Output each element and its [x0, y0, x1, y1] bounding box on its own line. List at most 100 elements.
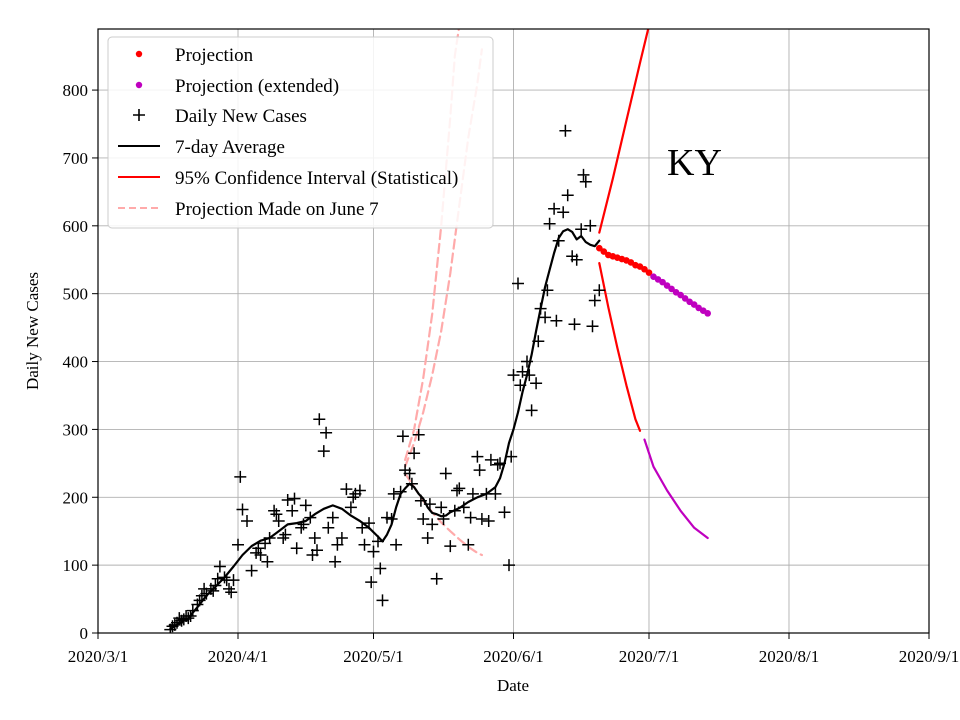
daily-case-point: [405, 477, 418, 490]
daily-case-point: [512, 277, 524, 290]
daily-case-point: [516, 365, 529, 378]
daily-case-point: [385, 513, 398, 525]
daily-case-point: [353, 484, 366, 497]
daily-case-point: [331, 538, 344, 551]
x-tick-label: 2020/5/1: [343, 647, 403, 666]
ci-lower-extended-line: [643, 438, 709, 540]
projection-extended-point: [704, 310, 712, 317]
x-tick-label: 2020/6/1: [483, 647, 543, 666]
daily-case-point: [211, 572, 224, 585]
daily-case-point: [507, 369, 520, 382]
daily-case-point: [588, 294, 601, 307]
daily-case-point: [396, 430, 409, 443]
daily-case-point: [503, 559, 515, 572]
daily-case-point: [376, 594, 389, 607]
daily-case-point: [552, 234, 565, 247]
y-tick-label: 500: [63, 285, 89, 304]
daily-case-point: [290, 542, 303, 555]
y-tick-label: 0: [80, 624, 89, 643]
daily-case-point: [577, 168, 590, 181]
ci-upper-line: [598, 29, 650, 234]
daily-case-point: [232, 538, 244, 551]
daily-case-point: [218, 571, 231, 584]
daily-case-point: [335, 532, 348, 544]
projection-extended-point: [690, 301, 698, 308]
daily-case-point: [484, 453, 497, 466]
daily-case-point: [340, 483, 353, 496]
daily-case-point: [559, 124, 572, 137]
daily-case-point: [530, 377, 543, 390]
legend-label-ci: 95% Confidence Interval (Statistical): [175, 168, 458, 189]
daily-case-point: [311, 544, 323, 557]
daily-case-point: [252, 542, 265, 555]
x-tick-label: 2020/3/1: [68, 647, 128, 666]
daily-case-point: [439, 467, 452, 480]
daily-case-point: [421, 532, 434, 544]
daily-case-point: [521, 355, 533, 368]
daily-case-point: [209, 579, 222, 592]
daily-case-point: [241, 515, 253, 527]
daily-case-point: [367, 545, 380, 558]
legend-label-daily: Daily New Cases: [175, 106, 307, 127]
daily-case-point: [534, 302, 547, 315]
projection-extended-point: [681, 295, 689, 302]
annotation-ky: KY: [667, 142, 722, 184]
daily-case-point: [329, 555, 342, 568]
x-tick-label: 2020/8/1: [759, 647, 819, 666]
daily-case-point: [435, 501, 448, 514]
daily-case-point: [568, 318, 581, 331]
legend-label-projection: Projection: [175, 45, 254, 66]
daily-case-point: [523, 369, 536, 382]
daily-case-point: [286, 504, 299, 517]
daily-case-point: [281, 494, 294, 506]
daily-case-point: [491, 458, 504, 471]
y-tick-label: 600: [63, 217, 89, 236]
daily-case-point: [365, 576, 378, 589]
daily-case-point: [525, 404, 538, 417]
daily-case-point: [356, 521, 369, 534]
daily-case-point: [453, 482, 466, 495]
daily-case-point: [514, 379, 527, 392]
daily-case-point: [320, 426, 333, 439]
daily-case-point: [423, 498, 436, 511]
x-tick-label: 2020/9/1: [899, 647, 959, 666]
daily-case-point: [326, 511, 339, 524]
daily-case-point: [473, 464, 486, 477]
ci-lower-line: [598, 262, 642, 432]
daily-case-point: [475, 513, 488, 525]
projection-point: [645, 269, 653, 276]
plot-data: [164, 29, 712, 633]
daily-case-point: [313, 413, 326, 426]
daily-case-point: [372, 535, 384, 548]
projection-extended-point: [668, 285, 675, 293]
x-tick-label: 2020/4/1: [208, 647, 268, 666]
daily-case-point: [557, 206, 570, 219]
daily-case-point: [254, 549, 267, 561]
daily-case-point: [489, 487, 502, 500]
daily-case-point: [358, 538, 371, 551]
x-axis-label: Date: [497, 676, 529, 695]
legend-label-average: 7-day Average: [175, 137, 285, 158]
daily-case-point: [394, 485, 407, 498]
daily-case-point: [550, 314, 563, 327]
daily-case-point: [426, 518, 439, 531]
daily-case-point: [297, 518, 310, 531]
daily-case-point: [390, 538, 403, 551]
daily-case-point: [561, 189, 574, 202]
daily-case-point: [387, 487, 400, 500]
axis-ticks: 2020/3/1 2020/4/1 2020/5/1 2020/6/1 2020/7/1…: [63, 81, 960, 666]
projection-point: [600, 248, 608, 255]
daily-case-point: [317, 445, 330, 458]
y-tick-label: 700: [63, 149, 89, 168]
daily-case-point: [451, 484, 463, 497]
daily-case-point: [494, 457, 506, 470]
y-tick-label: 300: [63, 420, 89, 439]
x-tick-label: 2020/7/1: [619, 647, 679, 666]
y-tick-label: 200: [63, 488, 89, 507]
daily-case-point: [505, 450, 518, 463]
daily-case-point: [430, 572, 443, 585]
daily-case-point: [408, 447, 421, 460]
daily-case-point: [245, 564, 258, 577]
legend-label-june7: Projection Made on June 7: [175, 199, 379, 220]
